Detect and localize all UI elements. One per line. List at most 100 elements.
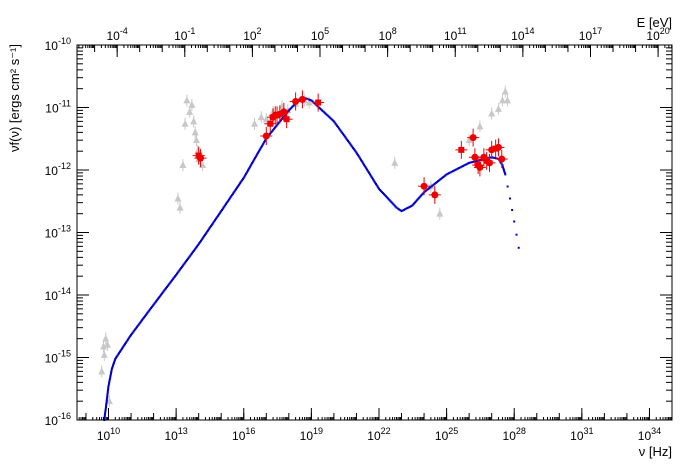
- model-point: [196, 245, 198, 248]
- model-point: [185, 260, 188, 263]
- model-point: [130, 332, 133, 335]
- model-point: [107, 385, 110, 387]
- model-point: [173, 276, 176, 279]
- model-point: [470, 161, 473, 164]
- model-point: [354, 150, 357, 153]
- model-point: [161, 291, 164, 294]
- model-point: [229, 196, 232, 199]
- model-point: [202, 236, 205, 239]
- model-point: [118, 352, 120, 355]
- model-point: [260, 146, 263, 148]
- model-point: [215, 216, 218, 219]
- y-tick-labels: 10-16 10-15 10-14 10-13 10-12 10-11 10-10: [45, 36, 71, 428]
- model-point: [435, 181, 438, 184]
- model-point: [307, 98, 310, 101]
- model-point: [258, 149, 261, 152]
- archival-point: [100, 350, 108, 358]
- model-point: [464, 163, 467, 166]
- model-point: [333, 121, 336, 124]
- model-point: [143, 316, 146, 318]
- model-point: [104, 410, 107, 413]
- model-point: [219, 211, 222, 214]
- x-tick-label: 1016: [232, 426, 255, 443]
- model-point: [433, 182, 436, 185]
- model-point: [145, 313, 148, 316]
- model-point: [148, 309, 151, 312]
- model-point: [249, 164, 252, 167]
- model-point: [138, 322, 141, 325]
- model-point: [246, 170, 249, 173]
- x-tick-label: 1022: [367, 426, 390, 443]
- model-point: [469, 161, 472, 164]
- model-point: [489, 156, 492, 159]
- model-point: [131, 331, 134, 334]
- current-point: [431, 191, 439, 199]
- model-point: [432, 183, 435, 186]
- archival-point: [262, 115, 270, 123]
- model-point: [191, 252, 193, 255]
- model-point: [165, 287, 168, 290]
- model-point: [446, 172, 449, 175]
- model-point: [226, 200, 229, 203]
- model-point: [374, 181, 377, 184]
- model-point: [155, 299, 158, 302]
- model-point: [382, 193, 385, 195]
- model-point: [358, 156, 361, 159]
- model-point: [151, 304, 154, 307]
- model-point: [120, 348, 123, 351]
- model-point: [227, 199, 230, 202]
- model-point: [369, 174, 372, 177]
- model-point: [402, 208, 405, 211]
- model-point: [366, 168, 368, 171]
- x-tick-labels: 1010 1013 1016 1019 1022 1025 1028 1031 1034: [97, 426, 661, 443]
- archival-point: [98, 367, 106, 375]
- model-point: [342, 133, 345, 136]
- model-point: [369, 173, 371, 176]
- model-point: [476, 159, 479, 162]
- archival-point: [105, 397, 113, 405]
- model-point: [155, 300, 158, 303]
- model-point: [329, 117, 332, 120]
- model-point: [393, 204, 396, 207]
- archival-point: [179, 161, 187, 169]
- model-point: [160, 293, 163, 296]
- model-point: [250, 163, 253, 166]
- model-point: [372, 179, 375, 182]
- model-point: [450, 170, 453, 173]
- model-point: [247, 169, 249, 172]
- model-point: [511, 209, 514, 211]
- model-point: [501, 164, 504, 167]
- model-point: [186, 259, 188, 262]
- model-point: [414, 200, 417, 203]
- model-point: [154, 301, 157, 304]
- model-point: [455, 168, 458, 171]
- model-point: [235, 187, 238, 190]
- top-tick-label: 1014: [511, 26, 534, 43]
- model-point: [430, 185, 433, 188]
- model-point: [238, 183, 241, 186]
- model-point: [493, 156, 496, 159]
- y-tick-label: 10-10: [45, 36, 71, 53]
- model-point: [195, 246, 198, 249]
- model-point: [373, 180, 376, 183]
- model-point: [207, 229, 209, 232]
- model-point: [256, 152, 259, 155]
- model-point: [405, 207, 408, 210]
- model-point: [253, 158, 256, 161]
- model-point: [268, 133, 271, 136]
- model-point: [149, 308, 152, 311]
- model-point: [370, 175, 373, 178]
- model-point: [391, 202, 394, 205]
- archival-point: [192, 136, 200, 144]
- model-point: [194, 247, 197, 250]
- model-point: [442, 176, 445, 178]
- model-point: [214, 219, 216, 222]
- model-point: [129, 335, 132, 337]
- model-point: [212, 221, 215, 224]
- current-point: [196, 154, 204, 162]
- model-curve: [103, 97, 520, 421]
- current-point: [267, 120, 274, 127]
- plot-frame: [76, 44, 673, 421]
- model-point: [517, 246, 520, 249]
